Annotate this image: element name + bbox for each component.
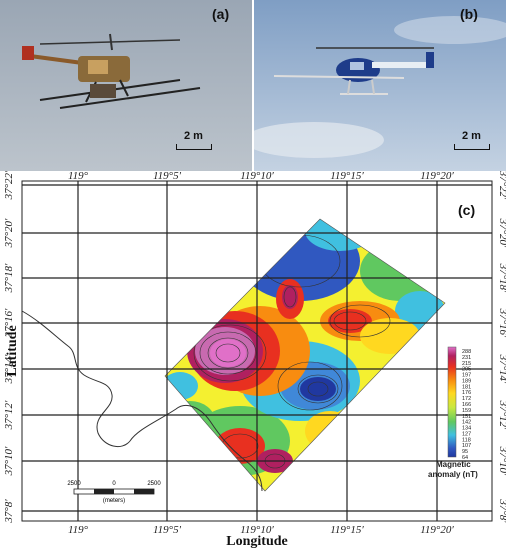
right-lat-tick-label: 37°8′ [497,498,506,523]
coastline [21,310,263,492]
scale-tick-left: 2500 [67,481,81,487]
legend-value-label: 107 [462,443,471,449]
bottom-lon-tick-label: 119°15′ [330,524,364,536]
map-scale-bar: 2500 0 2500 (meters) [67,481,161,504]
top-lon-tick-label: 119°20′ [420,171,454,182]
right-lat-tick-label: 37°22′ [497,171,506,200]
scale-label-a: 2 m [184,130,203,142]
legend-value-label: 118 [462,437,471,443]
graticule [22,181,492,521]
legend-value-label: 172 [462,396,471,402]
legend-value-label: 127 [462,431,471,437]
legend-value-label: 134 [462,426,471,432]
magnetic-anomaly-map: 119° 119°5′ 119°10′ 119°15′ 119°20′ 119° 119°… [3,171,506,549]
legend-colorbar [447,346,457,458]
scale-tick-right: 2500 [147,481,161,487]
legend-value-label: 231 [462,355,471,361]
legend-value-label: 197 [462,373,471,379]
left-lat-tick-label: 37°22′ [3,171,15,200]
panel-label-b: (b) [460,6,478,22]
legend: 2882312152051971891811761721661591511421… [428,346,478,479]
scale-unit: (meters) [103,498,125,504]
left-lat-tick-label: 37°14′ [3,354,15,384]
right-lat-tick-label: 37°20′ [497,218,506,248]
left-lat-tick-label: 37°10′ [3,446,15,476]
legend-title-1: Magnetic [436,460,471,469]
top-lon-tick-label: 119° [68,171,89,182]
scale-label-b: 2 m [462,130,481,142]
legend-value-label: 215 [462,361,471,367]
right-lat-tick-label: 37°18′ [497,263,506,293]
legend-value-label: 176 [462,390,471,396]
legend-value-label: 181 [462,384,471,390]
helicopter-photo-a [0,0,252,171]
panel-label-c: (c) [458,202,475,218]
top-lon-tick-label: 119°15′ [330,171,364,182]
legend-value-label: 64 [462,455,468,461]
legend-value-label: 205 [462,367,471,373]
right-lat-tick-label: 37°12′ [497,400,506,430]
scale-tick-mid: 0 [112,481,116,487]
panel-label-a: (a) [212,6,230,22]
top-lon-tick-label: 119°5′ [153,171,182,182]
legend-value-label: 142 [462,420,471,426]
legend-value-label: 288 [462,349,471,355]
legend-value-label: 189 [462,378,471,384]
legend-value-label: 166 [462,402,471,408]
photo-a: (a) 2 m [0,0,252,171]
scale-bar-a [176,144,212,150]
photo-b: (b) 2 m [254,0,506,171]
left-lat-tick-label: 37°16′ [3,308,15,338]
right-lat-tick-label: 37°16′ [497,308,506,338]
bottom-lon-tick-label: 119°10′ [240,524,274,536]
bottom-lon-tick-label: 119° [68,524,89,536]
helicopter-photo-b [254,0,506,171]
legend-value-label: 159 [462,408,471,414]
right-lat-tick-label: 37°14′ [497,354,506,384]
x-axis-title: Longitude [226,534,287,549]
left-lat-tick-label: 37°12′ [3,400,15,430]
legend-value-label: 95 [462,449,468,455]
legend-value-label: 151 [462,414,471,420]
left-lat-tick-label: 37°18′ [3,263,15,293]
y-axis-title: Latitude [5,325,20,376]
top-lon-tick-label: 119°10′ [240,171,274,182]
bottom-lon-tick-label: 119°20′ [420,524,454,536]
legend-title-2: anomaly (nT) [428,470,478,479]
scale-bar-b [454,144,490,150]
bottom-lon-tick-label: 119°5′ [153,524,182,536]
left-lat-tick-label: 37°20′ [3,218,15,248]
right-lat-tick-label: 37°10′ [497,446,506,476]
left-lat-tick-label: 37°8′ [3,499,15,524]
